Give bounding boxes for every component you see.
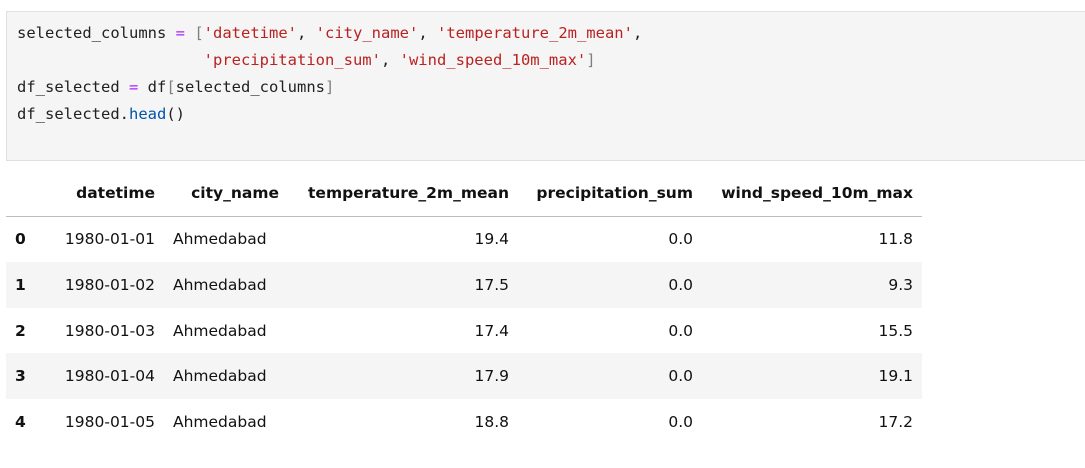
cell-wind-speed: 15.5 (878, 321, 913, 340)
cell-datetime: 1980-01-03 (64, 321, 155, 340)
cell-temperature: 17.4 (474, 321, 509, 340)
dataframe-table: datetime city_name temperature_2m_mean p… (6, 170, 922, 445)
cell-datetime: 1980-01-02 (64, 275, 155, 294)
code-token: , (297, 24, 316, 42)
column-header-datetime: datetime (46, 170, 164, 217)
cell-wind-speed: 11.8 (878, 230, 913, 249)
code-token: , (632, 24, 643, 42)
code-token: () (166, 105, 185, 123)
cell-precipitation: 0.0 (668, 230, 693, 249)
cell-temperature: 18.8 (474, 412, 509, 431)
column-header-wind-speed: wind_speed_10m_max (702, 170, 922, 217)
code-token: 'datetime' (203, 24, 297, 42)
cell-city-name: Ahmedabad (173, 321, 267, 340)
cell-city-name: Ahmedabad (173, 367, 267, 386)
table-row: 3 1980-01-04 Ahmedabad 17.9 0.0 19.1 (6, 353, 922, 399)
cell-wind-speed: 19.1 (878, 367, 913, 386)
row-index: 0 (15, 230, 26, 249)
cell-temperature: 17.9 (474, 367, 509, 386)
code-cell-input[interactable]: selected_columns = ['datetime', 'city_na… (6, 11, 1085, 161)
table-row: 0 1980-01-01 Ahmedabad 19.4 0.0 11.8 (6, 216, 922, 262)
code-token: selected_columns (17, 24, 176, 42)
cell-temperature: 19.4 (474, 230, 509, 249)
column-header-precipitation: precipitation_sum (518, 170, 702, 217)
code-line-3: df_selected = df[selected_columns] (17, 78, 334, 96)
row-index: 2 (15, 321, 26, 340)
row-index: 4 (15, 412, 26, 431)
code-token: = (128, 78, 139, 96)
row-index: 1 (15, 275, 26, 294)
index-header (6, 170, 46, 217)
cell-datetime: 1980-01-01 (64, 230, 155, 249)
code-token: df_selected. (17, 105, 129, 123)
code-editor[interactable]: selected_columns = ['datetime', 'city_na… (17, 20, 642, 128)
column-header-temperature: temperature_2m_mean (288, 170, 518, 217)
code-line-4: df_selected.head() (17, 105, 185, 123)
cell-output: datetime city_name temperature_2m_mean p… (6, 170, 922, 445)
code-token: 'temperature_2m_mean' (437, 24, 633, 42)
code-line-2: 'precipitation_sum', 'wind_speed_10m_max… (17, 51, 596, 69)
cell-datetime: 1980-01-05 (64, 412, 155, 431)
code-token: head (128, 105, 167, 123)
column-header-city-name: city_name (164, 170, 288, 217)
cell-city-name: Ahmedabad (173, 230, 267, 249)
code-token: df (138, 78, 167, 96)
code-token: = (175, 24, 185, 42)
table-row: 2 1980-01-03 Ahmedabad 17.4 0.0 15.5 (6, 308, 922, 354)
code-token: df_selected (17, 78, 129, 96)
code-line-1: selected_columns = ['datetime', 'city_na… (17, 24, 642, 42)
cell-wind-speed: 17.2 (878, 412, 913, 431)
table-row: 1 1980-01-02 Ahmedabad 17.5 0.0 9.3 (6, 262, 922, 308)
table-row: 4 1980-01-05 Ahmedabad 18.8 0.0 17.2 (6, 399, 922, 445)
cell-datetime: 1980-01-04 (64, 367, 155, 386)
code-token (185, 24, 194, 42)
code-token: 'city_name' (315, 24, 419, 42)
code-token: [ (194, 24, 204, 42)
code-token: , (380, 51, 400, 69)
cell-city-name: Ahmedabad (173, 275, 267, 294)
table-body: 0 1980-01-01 Ahmedabad 19.4 0.0 11.8 1 1… (6, 216, 922, 444)
cell-temperature: 17.5 (474, 275, 509, 294)
cell-city-name: Ahmedabad (173, 412, 267, 431)
code-token: ] (586, 51, 596, 69)
code-token: ] (324, 78, 335, 96)
row-index: 3 (15, 367, 26, 386)
code-token: 'wind_speed_10m_max' (399, 51, 587, 69)
code-token: [ (166, 78, 176, 96)
cell-precipitation: 0.0 (668, 321, 693, 340)
cell-precipitation: 0.0 (668, 275, 693, 294)
code-token: , (418, 24, 437, 42)
header-row: datetime city_name temperature_2m_mean p… (6, 170, 922, 217)
code-token: selected_columns (175, 78, 325, 96)
cell-precipitation: 0.0 (668, 412, 693, 431)
table-header: datetime city_name temperature_2m_mean p… (6, 170, 922, 217)
cell-wind-speed: 9.3 (888, 275, 913, 294)
cell-precipitation: 0.0 (668, 367, 693, 386)
code-token: 'precipitation_sum' (203, 51, 381, 69)
code-token (17, 51, 204, 69)
